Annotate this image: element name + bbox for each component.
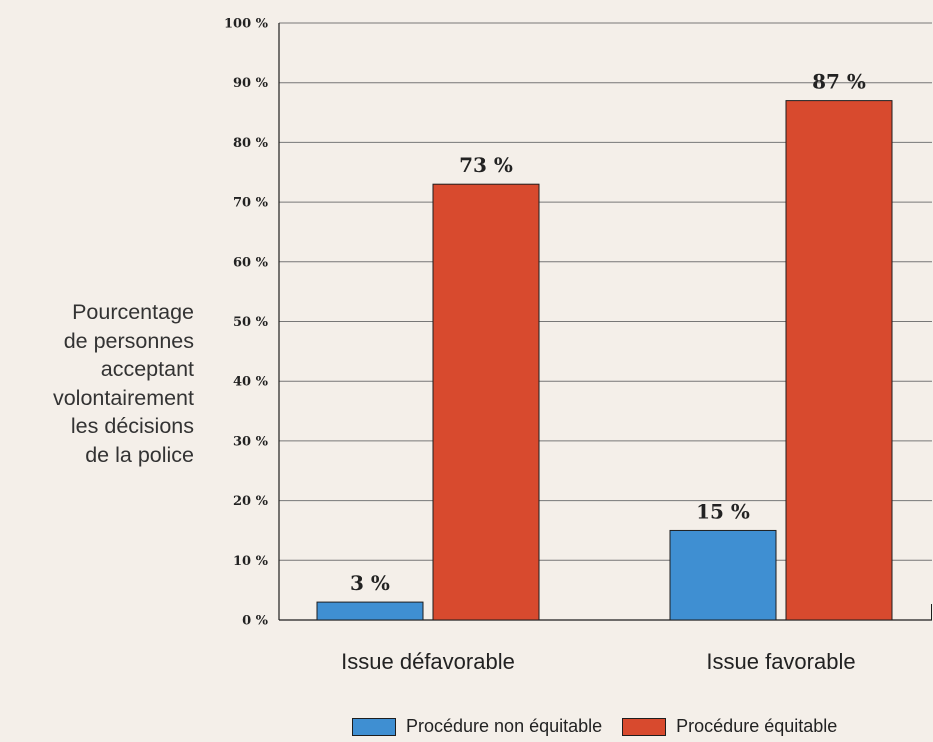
y-tick-label: 10 %: [233, 554, 269, 569]
y-tick-label: 80 %: [233, 136, 269, 151]
legend-item-non-equitable: Procédure non équitable: [352, 716, 602, 737]
y-axis-title: Pourcentage de personnes acceptant volon…: [0, 298, 194, 469]
legend-label-equitable: Procédure équitable: [676, 716, 838, 736]
bar: [785, 100, 893, 621]
y-tick-label: 100 %: [224, 17, 269, 32]
bar: [432, 183, 540, 621]
bars: [316, 100, 893, 621]
legend-swatch-equitable: [622, 717, 667, 736]
y-axis-title-line: de la police: [85, 442, 194, 467]
bar-value-label: 15 %: [696, 499, 750, 523]
bar: [669, 529, 777, 621]
legend-item-equitable: Procédure équitable: [622, 716, 837, 737]
y-tick-label: 90 %: [233, 76, 269, 91]
y-tick-label: 40 %: [233, 375, 269, 390]
bar: [316, 601, 424, 621]
y-tick-label: 60 %: [233, 255, 269, 270]
x-category-labels: Issue défavorable Issue favorable: [341, 649, 855, 674]
y-axis-title-line: acceptant: [100, 357, 194, 381]
y-tick-label: 20 %: [233, 494, 269, 509]
bar-value-label: 3 %: [350, 571, 390, 595]
y-tick-label: 0 %: [242, 614, 269, 629]
y-tick-label: 30 %: [233, 434, 269, 449]
x-category-label: Issue favorable: [706, 649, 855, 674]
y-axis-title-line: Pourcentage: [72, 300, 194, 324]
y-tick-labels: 0 % 10 % 20 % 30 % 40 % 50 % 60 % 70 % 80 % 90 % 1…: [224, 17, 269, 629]
y-gridlines: [279, 22, 932, 561]
legend: Procédure non équitable Procédure équita…: [352, 716, 837, 737]
x-category-label: Issue défavorable: [341, 649, 515, 674]
y-axis-title-line: de personnes: [63, 328, 194, 353]
y-tick-label: 70 %: [233, 196, 269, 211]
bar-value-label: 87 %: [812, 70, 866, 94]
y-axis-title-line: les décisions: [70, 414, 194, 438]
legend-label-non-equitable: Procédure non équitable: [406, 716, 603, 736]
bar-value-label: 73 %: [459, 153, 513, 177]
y-axis-title-line: volontairement: [52, 385, 194, 410]
y-tick-label: 50 %: [233, 315, 269, 330]
bar-value-labels: 3 % 73 % 15 % 87 %: [350, 70, 866, 595]
legend-swatch-non-equitable: [352, 717, 396, 736]
